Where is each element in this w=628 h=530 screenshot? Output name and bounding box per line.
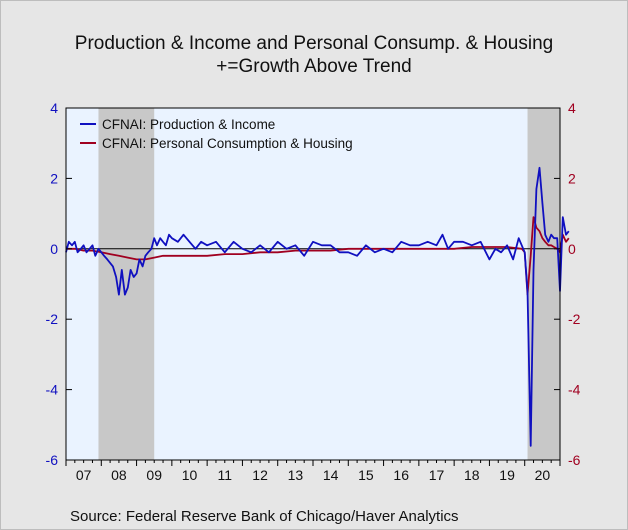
chart-title: Production & Income and Personal Consump… [74, 33, 554, 54]
x-tick-label: 12 [252, 467, 268, 483]
chart-subtitle: +=Growth Above Trend [216, 56, 412, 77]
y-tick-label-right: 4 [568, 100, 576, 116]
x-tick-label: 19 [499, 467, 515, 483]
y-tick-label-left: -4 [46, 382, 59, 398]
x-tick-label: 08 [111, 467, 127, 483]
y-tick-label-left: 2 [50, 170, 58, 186]
x-tick-label: 17 [429, 467, 445, 483]
y-tick-label-left: 0 [50, 241, 58, 257]
x-tick-label: 18 [464, 467, 480, 483]
x-tick-label: 14 [323, 467, 339, 483]
y-tick-label-left: -2 [46, 311, 59, 327]
x-tick-label: 11 [218, 467, 233, 483]
x-tick-label: 20 [535, 467, 551, 483]
x-tick-label: 10 [182, 467, 198, 483]
legend-label-1: CFNAI: Production & Income [102, 117, 275, 132]
y-tick-label-right: 2 [568, 170, 576, 186]
x-tick-label: 13 [288, 467, 304, 483]
x-tick-label: 16 [393, 467, 409, 483]
x-tick-label: 09 [146, 467, 162, 483]
y-tick-label-left: 4 [50, 100, 58, 116]
y-tick-label-left: -6 [46, 452, 59, 468]
source-note: Source: Federal Reserve Bank of Chicago/… [70, 508, 459, 525]
recession-band-1 [98, 108, 155, 460]
y-tick-label-right: -4 [568, 382, 581, 398]
y-tick-label-right: -2 [568, 311, 581, 327]
x-tick-label: 15 [358, 467, 374, 483]
y-tick-label-right: -6 [568, 452, 581, 468]
legend-label-2: CFNAI: Personal Consumption & Housing [102, 136, 353, 151]
y-tick-label-right: 0 [568, 241, 576, 257]
x-tick-label: 07 [76, 467, 92, 483]
series-production-income-line [65, 166, 570, 447]
